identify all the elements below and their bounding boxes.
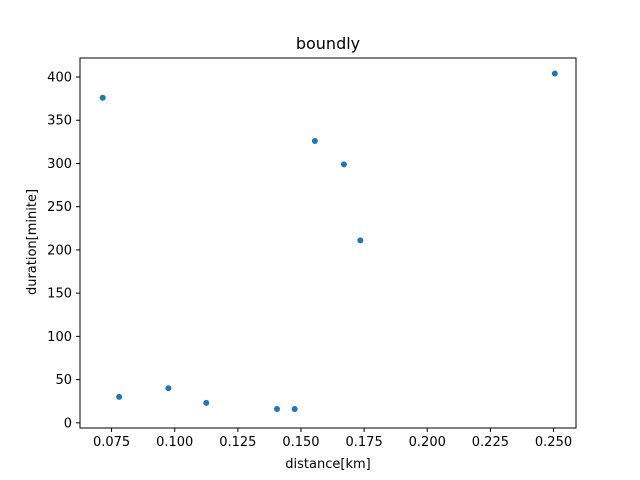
plot-frame xyxy=(79,57,577,429)
x-tick-label: 0.200 xyxy=(409,435,446,450)
y-tick-label: 50 xyxy=(55,373,72,388)
data-point xyxy=(165,385,172,392)
data-point xyxy=(273,405,280,412)
x-tick-label: 0.225 xyxy=(472,435,509,450)
y-tick-label: 350 xyxy=(47,114,72,129)
data-point xyxy=(551,70,558,77)
x-tick-label: 0.075 xyxy=(93,435,130,450)
data-point xyxy=(340,161,347,168)
y-tick-label: 200 xyxy=(47,243,72,258)
plot-area: 0.075 0.100 0.125 0.150 0.175 0.200 0.225 0.250… xyxy=(47,57,577,450)
chart-title: boundly xyxy=(296,34,360,53)
data-point xyxy=(357,237,364,244)
y-tick-label: 150 xyxy=(47,287,72,302)
data-point xyxy=(203,399,210,406)
data-point xyxy=(291,405,298,412)
x-axis-label: distance[km] xyxy=(285,457,370,472)
data-point xyxy=(116,393,123,400)
x-tick-label: 0.100 xyxy=(156,435,193,450)
y-tick-label: 400 xyxy=(47,71,72,86)
y-tick-label: 250 xyxy=(47,200,72,215)
x-tick-label: 0.175 xyxy=(346,435,383,450)
data-point xyxy=(311,137,318,144)
x-tick-label: 0.125 xyxy=(219,435,256,450)
y-tick-label: 0 xyxy=(64,416,72,431)
y-tick-label: 100 xyxy=(47,330,72,345)
x-tick-label: 0.250 xyxy=(535,435,572,450)
data-point xyxy=(99,94,106,101)
x-tick-label: 0.150 xyxy=(282,435,319,450)
y-axis-label: duration[minite] xyxy=(25,189,40,295)
y-tick-label: 300 xyxy=(47,157,72,172)
